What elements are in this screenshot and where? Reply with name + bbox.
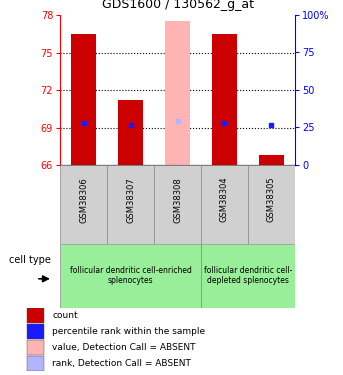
Bar [71, 34, 96, 165]
Text: GSM38304: GSM38304 [220, 177, 229, 222]
Text: GSM38306: GSM38306 [79, 177, 88, 222]
Bar [27, 324, 44, 339]
Bar [154, 165, 201, 244]
Text: GSM38305: GSM38305 [267, 177, 276, 222]
Bar [27, 340, 44, 355]
Text: follicular dendritic cell-enriched
splenocytes: follicular dendritic cell-enriched splen… [70, 266, 191, 285]
Bar [118, 100, 143, 165]
Text: count: count [52, 311, 78, 320]
Bar [248, 165, 295, 244]
Bar [201, 165, 248, 244]
Text: percentile rank within the sample: percentile rank within the sample [52, 327, 205, 336]
Text: cell type: cell type [9, 255, 51, 265]
Title: GDS1600 / 130562_g_at: GDS1600 / 130562_g_at [102, 0, 253, 11]
Bar [165, 21, 190, 165]
Text: value, Detection Call = ABSENT: value, Detection Call = ABSENT [52, 343, 196, 352]
Text: GSM38308: GSM38308 [173, 177, 182, 222]
Bar [60, 165, 107, 244]
Text: GSM38307: GSM38307 [126, 177, 135, 222]
Bar [60, 244, 201, 308]
Bar [259, 155, 284, 165]
Bar [27, 308, 44, 323]
Bar [27, 356, 44, 371]
Text: follicular dendritic cell-
depleted splenocytes: follicular dendritic cell- depleted sple… [204, 266, 292, 285]
Bar [201, 244, 295, 308]
Bar [107, 165, 154, 244]
Text: rank, Detection Call = ABSENT: rank, Detection Call = ABSENT [52, 359, 191, 368]
Bar [212, 34, 237, 165]
